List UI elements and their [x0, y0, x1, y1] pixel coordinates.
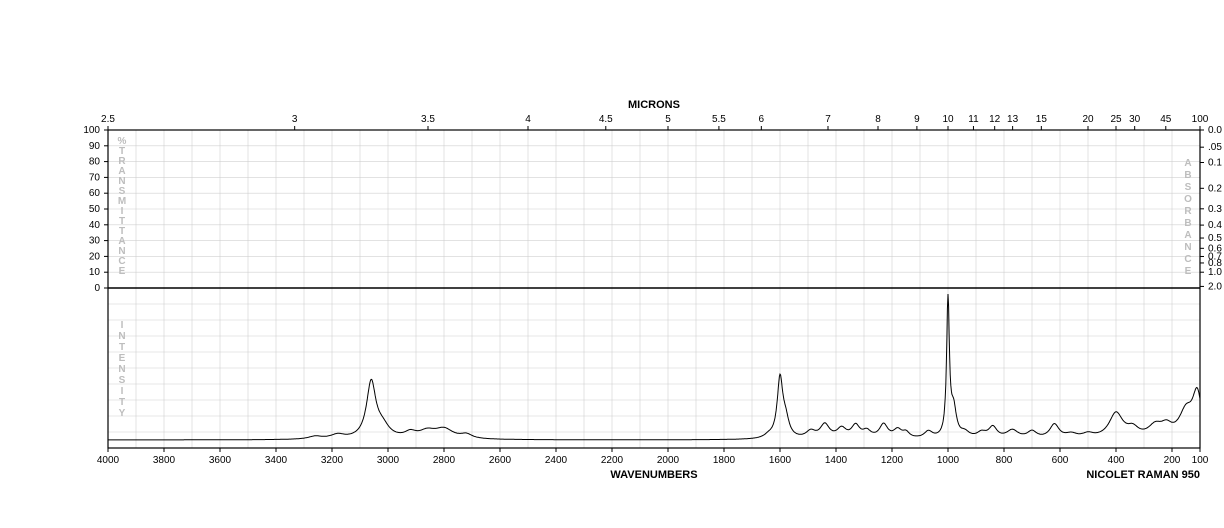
xtick-top-label: 20 — [1082, 114, 1094, 125]
xtick-top-label: 9 — [914, 114, 920, 125]
ytick-right-label: .05 — [1208, 142, 1222, 153]
xtick-top-label: 5.5 — [712, 114, 726, 125]
xtick-top-label: 45 — [1160, 114, 1172, 125]
xtick-top-label: 7 — [825, 114, 831, 125]
top-axis-label: MICRONS — [628, 99, 680, 111]
xtick-bottom-label: 600 — [1052, 455, 1069, 466]
ytick-right-label: 0.4 — [1208, 220, 1222, 231]
absorbance-label: A — [1184, 230, 1191, 241]
xtick-top-label: 4 — [525, 114, 531, 125]
absorbance-label: E — [1185, 266, 1192, 277]
absorbance-label: C — [1184, 254, 1191, 265]
xtick-bottom-label: 3000 — [377, 455, 400, 466]
xtick-bottom-label: 4000 — [97, 455, 120, 466]
xtick-bottom-label: 2600 — [489, 455, 512, 466]
xtick-top-label: 6 — [759, 114, 765, 125]
ytick-right-label: 2.0 — [1208, 281, 1222, 292]
xtick-top-label: 25 — [1110, 114, 1122, 125]
xtick-top-label: 13 — [1007, 114, 1019, 125]
raman-trace — [108, 294, 1200, 440]
spectrum-figure: 01020304050607080901000.0.050.10.20.30.4… — [0, 0, 1224, 528]
bottom-axis-label: WAVENUMBERS — [610, 469, 697, 481]
xtick-top-label: 30 — [1129, 114, 1141, 125]
ytick-left-label: 70 — [89, 172, 101, 183]
xtick-top-label: 3 — [292, 114, 298, 125]
intensity-label: I — [121, 320, 124, 331]
ytick-left-label: 0 — [94, 283, 100, 294]
ytick-right-label: 0.2 — [1208, 183, 1222, 194]
absorbance-label: S — [1185, 182, 1192, 193]
ytick-left-label: 20 — [89, 251, 101, 262]
ytick-left-label: 30 — [89, 236, 101, 247]
ytick-left-label: 80 — [89, 157, 101, 168]
xtick-bottom-label: 3200 — [321, 455, 344, 466]
xtick-bottom-label: 2000 — [657, 455, 680, 466]
intensity-label: E — [119, 353, 126, 364]
ytick-right-label: 1.0 — [1208, 267, 1222, 278]
ytick-left-label: 90 — [89, 141, 101, 152]
xtick-top-label: 8 — [875, 114, 881, 125]
ytick-left-label: 50 — [89, 204, 101, 215]
intensity-label: S — [119, 375, 126, 386]
ytick-right-label: 0.3 — [1208, 204, 1222, 215]
xtick-bottom-label: 1600 — [769, 455, 792, 466]
intensity-label: Y — [119, 408, 126, 419]
xtick-top-label: 5 — [665, 114, 671, 125]
xtick-bottom-label: 100 — [1192, 455, 1209, 466]
xtick-bottom-label: 3600 — [209, 455, 232, 466]
xtick-bottom-label: 1400 — [825, 455, 848, 466]
xtick-bottom-label: 3400 — [265, 455, 288, 466]
xtick-bottom-label: 1200 — [881, 455, 904, 466]
xtick-top-label: 2.5 — [101, 114, 115, 125]
xtick-top-label: 12 — [989, 114, 1001, 125]
ytick-right-label: 0.1 — [1208, 157, 1222, 168]
absorbance-label: A — [1184, 158, 1191, 169]
intensity-label: T — [119, 397, 125, 408]
absorbance-label: N — [1184, 242, 1191, 253]
xtick-top-label: 11 — [968, 114, 979, 125]
xtick-top-label: 10 — [942, 114, 954, 125]
xtick-top-label: 15 — [1036, 114, 1048, 125]
intensity-label: I — [121, 386, 124, 397]
intensity-label: N — [118, 364, 125, 375]
xtick-bottom-label: 800 — [996, 455, 1013, 466]
ytick-left-label: 40 — [89, 220, 101, 231]
xtick-bottom-label: 1000 — [937, 455, 960, 466]
xtick-bottom-label: 2400 — [545, 455, 568, 466]
ytick-left-label: 10 — [89, 267, 101, 278]
xtick-top-label: 100 — [1192, 114, 1209, 125]
absorbance-label: B — [1184, 170, 1191, 181]
instrument-credit: NICOLET RAMAN 950 — [1086, 469, 1200, 481]
xtick-bottom-label: 1800 — [713, 455, 736, 466]
absorbance-label: O — [1184, 194, 1192, 205]
ytick-right-label: 0.0 — [1208, 125, 1222, 136]
xtick-bottom-label: 2200 — [601, 455, 624, 466]
xtick-bottom-label: 200 — [1164, 455, 1181, 466]
xtick-top-label: 3.5 — [421, 114, 435, 125]
transmittance-label: E — [119, 266, 126, 277]
xtick-bottom-label: 3800 — [153, 455, 176, 466]
ytick-left-label: 60 — [89, 188, 101, 199]
xtick-bottom-label: 2800 — [433, 455, 456, 466]
spectrum-svg: 01020304050607080901000.0.050.10.20.30.4… — [0, 0, 1224, 528]
absorbance-label: B — [1184, 218, 1191, 229]
xtick-top-label: 4.5 — [599, 114, 613, 125]
xtick-bottom-label: 400 — [1108, 455, 1125, 466]
intensity-label: T — [119, 342, 125, 353]
intensity-label: N — [118, 331, 125, 342]
ytick-left-label: 100 — [83, 125, 100, 136]
absorbance-label: R — [1184, 206, 1192, 217]
